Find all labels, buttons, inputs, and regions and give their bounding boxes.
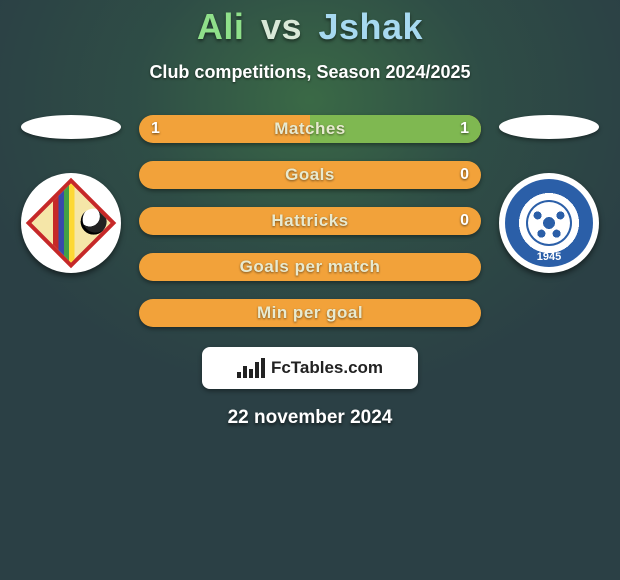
right-club-year: 1945: [537, 251, 561, 263]
brand-badge: FcTables.com: [202, 347, 418, 389]
stat-label: Goals: [285, 165, 335, 185]
page-title: Ali vs Jshak: [0, 6, 620, 48]
stat-bar: 0 Hattricks: [139, 207, 481, 235]
right-club-ball-icon: [530, 204, 568, 242]
title-player1: Ali: [197, 6, 245, 47]
stat-label: Goals per match: [240, 257, 381, 277]
page-root: Ali vs Jshak Club competitions, Season 2…: [0, 0, 620, 429]
right-country-flag: [499, 115, 599, 139]
right-club-badge-inner: 1945: [505, 179, 593, 267]
subtitle: Club competitions, Season 2024/2025: [0, 62, 620, 83]
title-vs: vs: [261, 6, 302, 47]
content-row: 1 1 Matches 0 Goals 0 Hattricks Goals per match…: [0, 115, 620, 327]
brand-bars-icon: [237, 358, 265, 378]
title-player2: Jshak: [319, 6, 424, 47]
stat-bar: Goals per match: [139, 253, 481, 281]
stat-bars: 1 1 Matches 0 Goals 0 Hattricks Goals per match…: [139, 115, 481, 327]
stat-value-right: 1: [460, 120, 469, 138]
stat-label: Min per goal: [257, 303, 363, 323]
right-club-badge: 1945: [499, 173, 599, 273]
left-club-badge-inner: [26, 178, 117, 269]
stat-label: Hattricks: [271, 211, 348, 231]
left-club-badge: [21, 173, 121, 273]
left-side: [11, 115, 131, 273]
date-text: 22 november 2024: [0, 407, 620, 429]
brand-text: FcTables.com: [271, 358, 383, 378]
right-side: 1945: [489, 115, 609, 273]
stat-bar: 1 1 Matches: [139, 115, 481, 143]
stat-value-right: 0: [460, 212, 469, 230]
stat-label: Matches: [274, 119, 346, 139]
stat-value-right: 0: [460, 166, 469, 184]
stat-value-left: 1: [151, 120, 160, 138]
stat-bar: 0 Goals: [139, 161, 481, 189]
left-country-flag: [21, 115, 121, 139]
stat-bar: Min per goal: [139, 299, 481, 327]
